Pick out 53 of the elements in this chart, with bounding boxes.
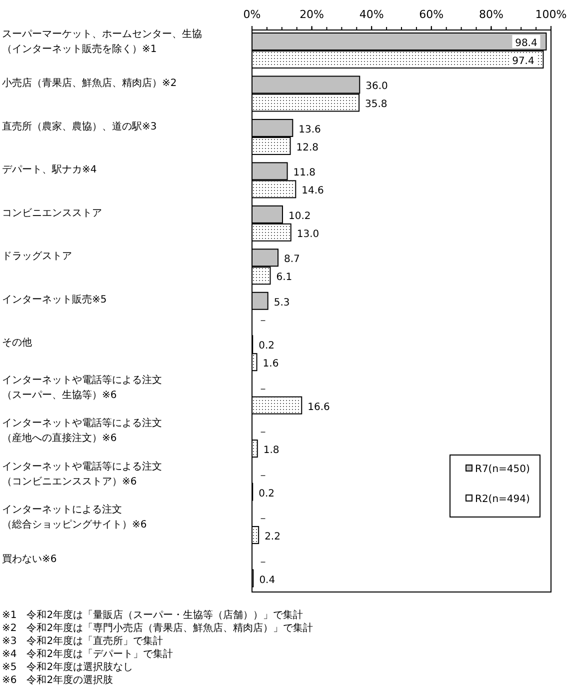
legend-label: R2(n=494) bbox=[475, 494, 530, 505]
text: － bbox=[258, 315, 268, 326]
data-label: 8.7 bbox=[284, 254, 300, 266]
text: ※2 令和2年度は「専門小売店（青果店、鮮魚店、精肉店）」で集計 bbox=[2, 622, 314, 634]
text: － bbox=[258, 427, 268, 438]
text: － bbox=[258, 470, 268, 482]
data-label: 16.6 bbox=[308, 402, 330, 413]
y-tick-label: 買わない※6 bbox=[2, 554, 57, 565]
data-label: 1.6 bbox=[262, 358, 279, 370]
text: － bbox=[258, 556, 268, 568]
x-tick-label: 20% bbox=[300, 8, 324, 21]
data-label: 10.2 bbox=[288, 210, 311, 222]
legend-label: R7(n=450) bbox=[475, 464, 530, 475]
data-label: 98.4 bbox=[515, 38, 538, 49]
y-tick-label: スーパーマーケット、ホームセンター、生協（インターネット販売を除く）※1 bbox=[2, 28, 202, 55]
y-tick-label: 直売所（農家、農協）、道の駅※3 bbox=[2, 120, 157, 132]
data-label: 36.0 bbox=[366, 81, 388, 92]
data-label: 35.8 bbox=[365, 99, 388, 110]
data-label: 0.4 bbox=[259, 574, 276, 586]
data-label: 5.3 bbox=[274, 297, 290, 308]
data-label: 12.8 bbox=[296, 142, 319, 154]
x-tick-label: 100% bbox=[535, 8, 567, 21]
y-tick-label: 小売店（青果店、鮮魚店、精肉店）※2 bbox=[2, 77, 177, 90]
y-tick-label: ドラッグストア bbox=[2, 251, 72, 262]
y-tick-label: その他 bbox=[2, 336, 32, 349]
text: ※4 令和2年度は「デパート」で集計 bbox=[2, 648, 174, 660]
text: ※3 令和2年度は「直売所」で集計 bbox=[2, 635, 164, 647]
y-tick-label: インターネットや電話等による注文（スーパー、生協等）※6 bbox=[2, 374, 162, 401]
data-label: 0.2 bbox=[258, 340, 275, 352]
data-label: 0.2 bbox=[258, 488, 275, 500]
y-tick-label: インターネットによる注文（総合ショッピングサイト）※6 bbox=[2, 504, 147, 531]
data-label: 13.6 bbox=[298, 124, 321, 136]
data-label: 2.2 bbox=[264, 532, 280, 543]
data-label: 13.0 bbox=[296, 228, 320, 240]
data-label: 1.8 bbox=[263, 445, 280, 456]
y-tick-label: コンビニエンスストア bbox=[2, 208, 102, 219]
text: － bbox=[258, 514, 268, 525]
data-label: 6.1 bbox=[276, 272, 292, 284]
y-tick-label: インターネットや電話等による注文（産地への直接注文）※6 bbox=[2, 417, 162, 444]
y-tick-label: インターネット販売※5 bbox=[2, 293, 107, 306]
x-tick-label: 40% bbox=[359, 8, 384, 21]
data-label: 11.8 bbox=[293, 168, 316, 179]
x-tick-label: 60% bbox=[419, 8, 444, 21]
text: － bbox=[258, 384, 268, 395]
data-label: 97.4 bbox=[512, 56, 534, 67]
x-tick-label: 80% bbox=[478, 8, 504, 21]
x-tick-label: 0% bbox=[243, 8, 261, 21]
data-label: 14.6 bbox=[302, 186, 324, 197]
y-tick-label: インターネットや電話等による注文（コンビニエンスストア）※6 bbox=[2, 460, 162, 488]
y-tick-label: デパート、駅ナカ※4 bbox=[2, 164, 97, 176]
text: ※1 令和2年度は「量販店（スーパー・生協等（店舗））」で集計 bbox=[2, 609, 304, 621]
text: ※5 令和2年度は選択肢なし bbox=[2, 661, 134, 673]
text: ※6 令和2年度の選択肢 bbox=[2, 674, 114, 686]
